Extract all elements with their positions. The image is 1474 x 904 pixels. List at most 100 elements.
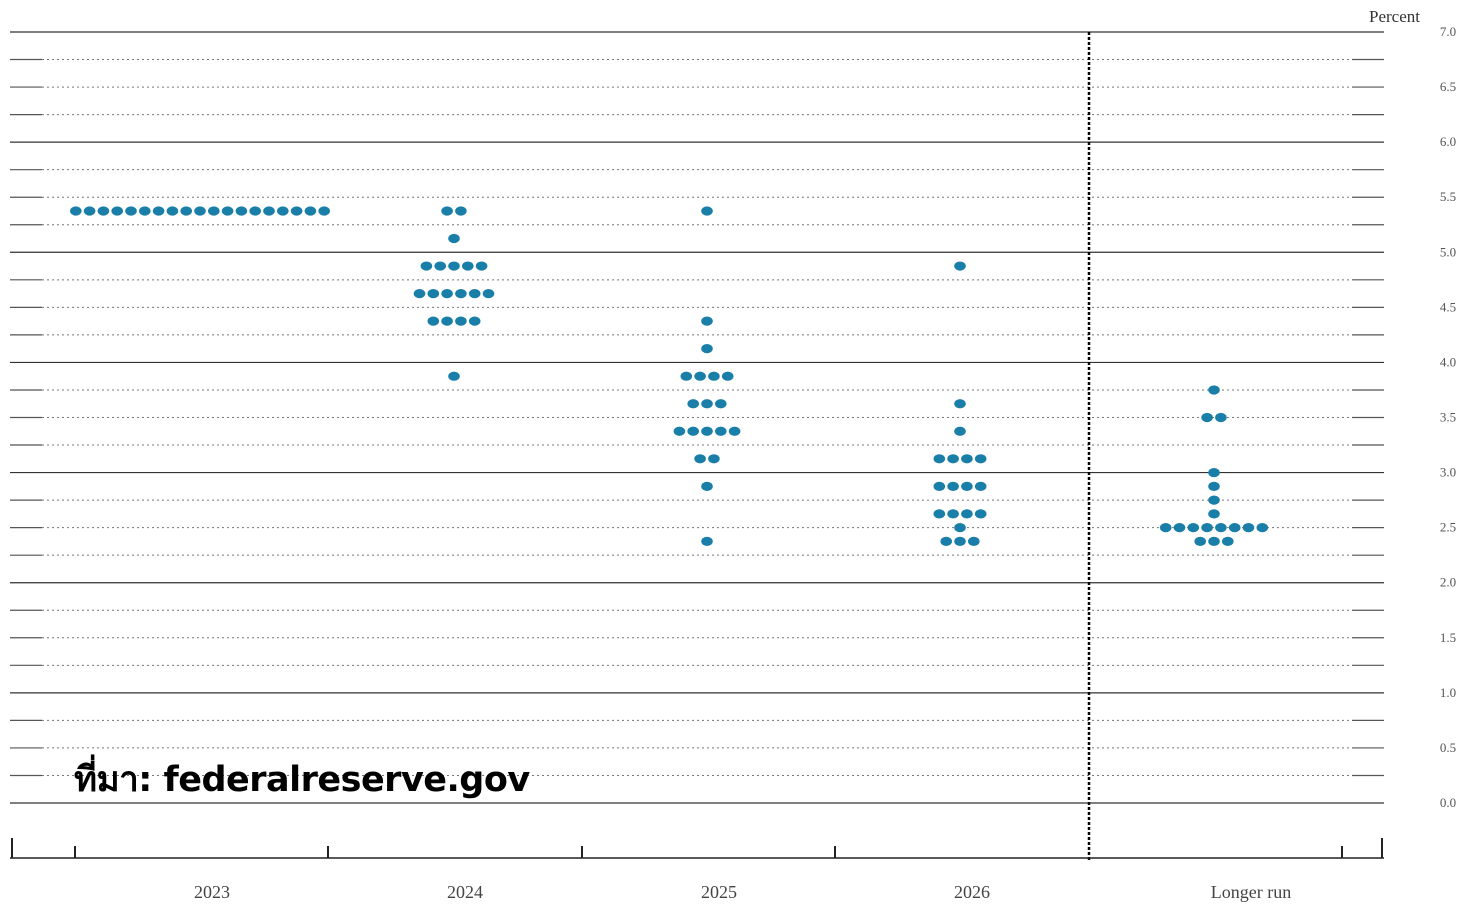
dot-2025: [687, 426, 699, 436]
dot-2023: [125, 206, 137, 216]
dot-longer-run: [1201, 412, 1213, 423]
dot-2025: [694, 454, 706, 464]
dot-2025: [680, 371, 693, 381]
dot-2026: [961, 454, 973, 464]
dot-2023: [318, 206, 331, 216]
dot-2024: [441, 316, 453, 326]
dot-longer-run: [1208, 467, 1220, 478]
dot-2023: [111, 206, 123, 216]
y-tick-label: 7.0: [1440, 24, 1456, 39]
y-tick-label: 2.5: [1440, 520, 1456, 535]
dot-2025: [728, 426, 741, 436]
dot-2023: [304, 206, 317, 216]
dot-2023: [166, 206, 179, 216]
dot-2024: [462, 261, 474, 271]
dot-2025: [701, 316, 713, 326]
dot-2026: [947, 509, 959, 519]
dots: [70, 206, 1269, 547]
dot-2025: [701, 481, 713, 491]
dot-2024: [455, 316, 467, 326]
x-axis-category-labels: 2023 2024 2025 2026 Longer run: [194, 882, 1291, 902]
dot-longer-run: [1228, 523, 1241, 533]
y-tick-label: 4.5: [1440, 299, 1456, 314]
dot-2023: [139, 206, 151, 216]
dot-2023: [277, 206, 289, 216]
dot-longer-run: [1208, 495, 1220, 505]
dot-2026: [933, 454, 946, 464]
dot-2023: [235, 206, 248, 216]
dot-longer-run: [1208, 536, 1220, 547]
dot-2025: [708, 371, 720, 381]
dot-2025: [701, 426, 713, 436]
dot-2026: [947, 454, 959, 464]
dot-2025: [687, 399, 699, 409]
dot-2024: [441, 288, 453, 299]
dot-2023: [97, 206, 110, 216]
dot-longer-run: [1215, 523, 1227, 533]
dot-2026: [947, 481, 959, 491]
dot-2023: [290, 206, 303, 216]
dot-2024: [420, 261, 433, 271]
dot-2026: [974, 509, 987, 519]
y-axis-tick-labels: 0.0 0.5 1.0 1.5 2.0 2.5 3.0 3.5 4.0 4.5 5.0 5.5 6.0 6…: [1440, 24, 1456, 810]
y-tick-label: 6.5: [1440, 79, 1456, 94]
dot-2025: [701, 536, 713, 547]
dot-2026: [974, 481, 987, 491]
dot-longer-run: [1215, 412, 1227, 423]
dot-longer-run: [1194, 536, 1206, 547]
dot-longer-run: [1201, 523, 1213, 533]
x-category-label: 2025: [701, 882, 737, 902]
dot-2026: [974, 454, 987, 464]
dot-2024: [468, 316, 481, 326]
dot-2026: [961, 481, 973, 491]
y-axis-unit-label: Percent: [1369, 7, 1420, 26]
y-tick-label: 3.5: [1440, 410, 1456, 425]
dot-longer-run: [1208, 481, 1220, 491]
dot-2024: [413, 288, 426, 299]
y-tick-label: 6.0: [1440, 134, 1456, 149]
dot-2023: [221, 206, 234, 216]
dot-2026: [933, 509, 946, 519]
dot-2023: [70, 206, 82, 216]
dot-2026: [954, 399, 966, 409]
x-axis: [10, 838, 1384, 859]
dot-2026: [954, 536, 966, 547]
dot-longer-run: [1208, 385, 1220, 395]
dot-2025: [694, 371, 706, 381]
y-tick-label: 5.0: [1440, 244, 1456, 259]
dot-2024: [448, 233, 460, 244]
dot-2023: [208, 206, 220, 216]
dot-2025: [715, 399, 727, 409]
dot-2024: [427, 316, 440, 326]
dot-2026: [954, 426, 966, 436]
grid-lines: [10, 31, 1384, 804]
y-tick-label: 5.5: [1440, 189, 1456, 204]
dot-2026: [954, 523, 966, 533]
dot-2023: [83, 206, 96, 216]
x-category-label: Longer run: [1211, 882, 1291, 902]
dot-2024: [482, 288, 495, 299]
y-tick-label: 2.0: [1440, 575, 1456, 590]
dot-2026: [954, 261, 966, 271]
dot-2024: [434, 261, 447, 271]
dot-2024: [475, 261, 488, 271]
y-tick-label: 0.0: [1440, 795, 1456, 810]
dot-2026: [961, 509, 973, 519]
y-tick-label: 1.0: [1440, 685, 1456, 700]
dot-2024: [455, 206, 467, 216]
dot-2023: [263, 206, 275, 216]
dot-2026: [933, 481, 946, 491]
dot-2024: [448, 371, 460, 381]
dot-longer-run: [1242, 523, 1255, 533]
dot-longer-run: [1187, 523, 1200, 533]
dot-longer-run: [1173, 523, 1186, 533]
dot-2025: [708, 454, 720, 464]
dot-longer-run: [1208, 509, 1220, 519]
dot-2023: [152, 206, 165, 216]
dot-2024: [455, 288, 467, 299]
dot-2025: [701, 344, 713, 354]
dot-2026: [968, 536, 980, 547]
y-tick-label: 1.5: [1440, 630, 1456, 645]
y-tick-label: 3.0: [1440, 465, 1456, 480]
